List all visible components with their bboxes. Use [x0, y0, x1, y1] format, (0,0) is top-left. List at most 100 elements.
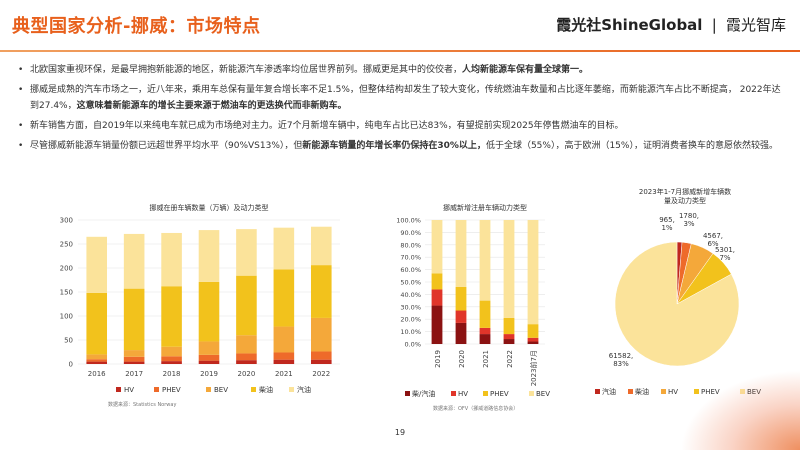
chart-new-registrations: 挪威新增注册车辆动力类型 0.0% 10.0% 20.0% 30.0% 40.0% 50.0… — [396, 203, 550, 412]
y-tick-label: 0 — [69, 361, 73, 369]
bar-segment — [310, 351, 332, 360]
legend-label: 柴油 — [259, 385, 273, 394]
y-tick-label: 50 — [64, 337, 73, 345]
bar-segment — [86, 236, 108, 293]
x-tick-label: 2016 — [88, 370, 106, 378]
bar-segment — [455, 310, 467, 323]
bar-segment — [161, 232, 182, 287]
pie-data-label-pct: 1% — [661, 224, 672, 232]
bar-segment — [455, 322, 467, 344]
legend-label: 柴油 — [635, 387, 649, 396]
pie-data-label: 61582, — [609, 352, 634, 360]
legend-swatch — [206, 387, 211, 392]
bar-segment — [479, 327, 491, 335]
corner-decoration — [680, 370, 800, 450]
y-tick-label: 150 — [60, 289, 73, 297]
chart-source: 数据来源：OFV（挪威道路信息协会） — [433, 405, 518, 412]
bar-segment — [236, 275, 257, 336]
bar-segment — [310, 359, 332, 364]
bar-segment — [236, 353, 257, 361]
brand-logo: 霞光社ShineGlobal | 霞光智库 — [556, 14, 786, 35]
pie-slice — [614, 241, 740, 367]
y-tick-label: 40.0% — [400, 291, 421, 299]
bar-segment — [161, 346, 182, 357]
y-tick-label: 20.0% — [400, 316, 421, 324]
bar-segment — [123, 361, 145, 364]
pie-data-label-pct: 6% — [707, 240, 718, 248]
legend-label: PHEV — [162, 386, 181, 394]
pie-data-label-pct: 3% — [683, 220, 694, 228]
bar-segment — [123, 288, 145, 351]
y-tick-label: 100.0% — [396, 217, 421, 225]
chart-title: 挪威新增注册车辆动力类型 — [443, 203, 527, 212]
bar-segment — [479, 220, 491, 301]
bar-segment — [310, 317, 332, 352]
x-tick-label: 2022 — [506, 350, 514, 368]
bullet-item: 北欧国家重视环保，是最早拥抱新能源的地区，新能源汽车渗透率均位居世界前列。挪威更… — [16, 62, 786, 78]
legend-swatch — [451, 391, 456, 396]
legend-swatch — [405, 391, 410, 396]
legend-swatch — [289, 387, 294, 392]
y-tick-label: 70.0% — [400, 254, 421, 262]
bar-segment — [161, 286, 182, 347]
y-tick-label: 60.0% — [400, 266, 421, 274]
y-tick-label: 250 — [60, 241, 73, 249]
bar-segment — [527, 341, 539, 344]
legend-label: BEV — [536, 390, 550, 398]
y-tick-label: 90.0% — [400, 229, 421, 237]
bar-segment — [161, 356, 182, 362]
bar-segment — [503, 220, 515, 318]
pie-data-label: 965, — [659, 216, 675, 224]
x-tick-label: 2023前7月 — [529, 350, 538, 386]
x-tick-label: 2019 — [200, 370, 218, 378]
pie-data-label-pct: 83% — [613, 360, 629, 368]
bar-segment — [479, 334, 491, 344]
chart-source: 数据来源：Statistics Norway — [108, 401, 176, 408]
y-tick-label: 0.0% — [404, 341, 421, 349]
x-tick-label: 2017 — [125, 370, 143, 378]
x-tick-label: 2020 — [238, 370, 256, 378]
legend-swatch — [116, 387, 121, 392]
brand-separator: | — [711, 16, 717, 34]
bullet-list: 北欧国家重视环保，是最早拥抱新能源的地区，新能源汽车渗透率均位居世界前列。挪威更… — [16, 62, 786, 158]
legend-label: HV — [124, 386, 134, 394]
bar-segment — [198, 360, 220, 364]
x-tick-label: 2020 — [458, 350, 466, 368]
bar-segment — [273, 269, 295, 327]
bar-segment — [527, 324, 539, 338]
bullet-item: 挪威是成熟的汽车市场之一，近八年来，乘用车总保有量年复合增长率不足1.5%，但整… — [16, 82, 786, 114]
bar-segment — [431, 220, 443, 274]
legend-label: BEV — [214, 386, 228, 394]
bar-segment — [455, 220, 467, 287]
bar-segment — [455, 286, 467, 311]
legend-swatch — [529, 391, 534, 396]
legend-swatch — [251, 387, 256, 392]
legend-label: 汽油 — [602, 387, 616, 396]
bar-segment — [123, 350, 145, 357]
bar-segment — [123, 356, 145, 362]
bar-segment — [273, 227, 295, 270]
page-title: 典型国家分析-挪威：市场特点 — [12, 16, 261, 37]
bar-segment — [310, 226, 332, 266]
x-tick-label: 2019 — [434, 350, 442, 368]
bar-segment — [273, 326, 295, 353]
bar-segment — [310, 265, 332, 318]
bar-segment — [123, 233, 145, 289]
legend-swatch — [154, 387, 159, 392]
bullet-item: 尽管挪威新能源车销量份额已远超世界平均水平（90%VS13%），但新能源车销量的… — [16, 138, 786, 154]
y-tick-label: 200 — [60, 265, 73, 273]
pie-data-label-pct: 7% — [719, 254, 730, 262]
bar-segment — [503, 334, 515, 340]
legend-label: PHEV — [490, 390, 509, 398]
bar-segment — [479, 300, 491, 328]
bar-segment — [86, 292, 108, 355]
y-tick-label: 50.0% — [400, 279, 421, 287]
y-tick-label: 30.0% — [400, 303, 421, 311]
legend-label: 汽油 — [297, 385, 311, 394]
bar-segment — [161, 361, 182, 364]
x-tick-label: 2018 — [163, 370, 181, 378]
chart-title: 2023年1-7月挪威新增车辆数 — [639, 187, 731, 196]
bar-segment — [527, 220, 539, 325]
header-divider — [0, 50, 800, 52]
bar-segment — [273, 352, 295, 360]
